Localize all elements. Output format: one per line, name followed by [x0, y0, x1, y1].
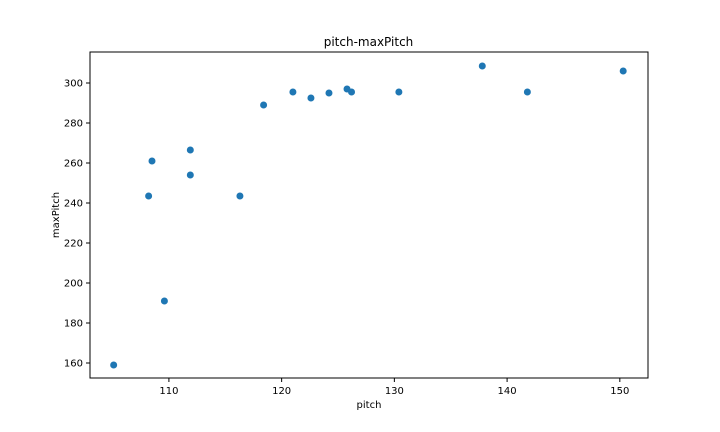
data-points: [110, 62, 627, 369]
y-tick-label: 160: [64, 359, 83, 370]
y-tick-label: 180: [64, 319, 83, 330]
data-point: [110, 361, 118, 369]
data-point: [307, 94, 315, 102]
y-tick-label: 280: [64, 119, 83, 130]
data-point: [523, 88, 531, 96]
y-axis-label: maxPitch: [51, 192, 62, 238]
y-axis: 160 180 200 220 240 260 280 300: [64, 79, 90, 370]
data-point: [186, 146, 194, 154]
data-point: [260, 101, 268, 109]
plot-area-frame: [89, 51, 649, 379]
data-point: [148, 157, 156, 165]
data-point: [395, 88, 403, 96]
x-tick-label: 110: [159, 386, 178, 397]
data-point: [186, 171, 194, 179]
y-tick-label: 220: [64, 239, 83, 250]
data-point: [325, 89, 333, 97]
y-tick-label: 200: [64, 279, 83, 290]
y-tick-label: 260: [64, 159, 83, 170]
data-point: [236, 192, 244, 200]
data-point: [289, 88, 297, 96]
x-axis-label: pitch: [357, 400, 382, 411]
x-tick-label: 130: [385, 386, 404, 397]
data-point: [348, 88, 356, 96]
chart-title: pitch-maxPitch: [324, 35, 414, 49]
y-tick-label: 240: [64, 199, 83, 210]
data-point: [478, 62, 486, 70]
data-point: [145, 192, 153, 200]
x-axis: 110 120 130 140 150: [159, 378, 629, 397]
x-tick-label: 120: [272, 386, 291, 397]
data-point: [160, 297, 168, 305]
data-point: [619, 67, 627, 75]
x-tick-label: 150: [610, 386, 629, 397]
y-tick-label: 300: [64, 79, 83, 90]
x-tick-label: 140: [498, 386, 517, 397]
